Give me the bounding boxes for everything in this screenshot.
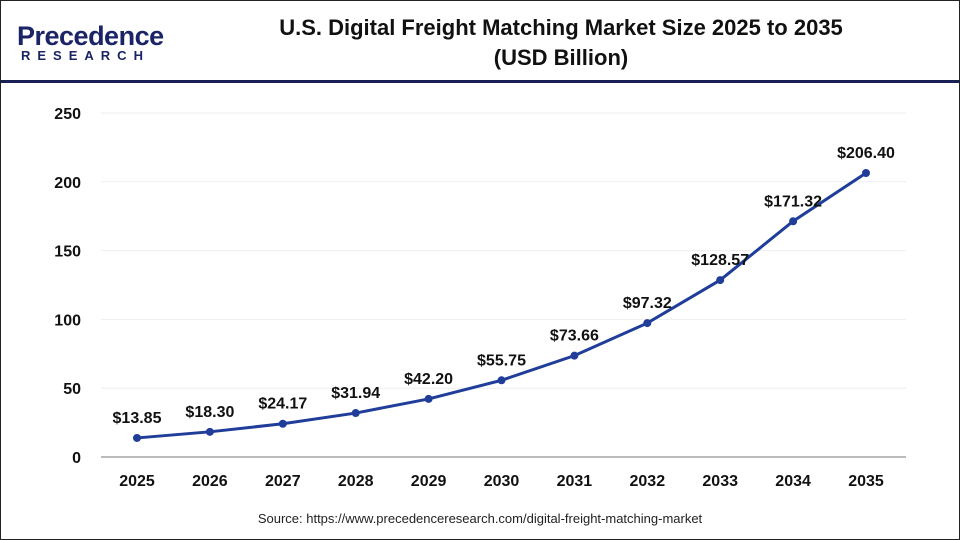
data-point xyxy=(205,427,214,436)
y-tick-label: 250 xyxy=(54,106,81,123)
data-label: $24.17 xyxy=(258,396,307,413)
data-label: $42.20 xyxy=(404,371,453,388)
data-point xyxy=(570,351,579,360)
header-divider xyxy=(1,80,959,83)
chart-title: U.S. Digital Freight Matching Market Siz… xyxy=(221,13,901,73)
data-point xyxy=(716,276,725,285)
x-tick-label: 2027 xyxy=(265,473,301,490)
data-point xyxy=(278,419,287,428)
data-label: $18.30 xyxy=(185,404,234,421)
y-tick-label: 150 xyxy=(54,244,81,261)
x-tick-label: 2025 xyxy=(119,473,155,490)
data-label: $73.66 xyxy=(550,328,599,345)
x-tick-label: 2035 xyxy=(848,473,884,490)
x-tick-label: 2031 xyxy=(557,473,593,490)
x-tick-label: 2033 xyxy=(702,473,738,490)
data-label: $128.57 xyxy=(691,252,749,269)
data-label: $97.32 xyxy=(623,295,672,312)
source-note: Source: https://www.precedenceresearch.c… xyxy=(257,511,703,526)
y-tick-label: 50 xyxy=(63,381,81,398)
data-point xyxy=(351,409,360,418)
y-tick-label: 200 xyxy=(54,175,81,192)
data-point xyxy=(643,319,652,328)
x-tick-label: 2034 xyxy=(775,473,811,490)
title-line-1: U.S. Digital Freight Matching Market Siz… xyxy=(279,15,843,40)
logo: Precedence RESEARCH xyxy=(17,21,167,65)
title-line-2: (USD Billion) xyxy=(493,45,629,70)
logo-text-top: Precedence xyxy=(17,21,164,51)
data-point xyxy=(424,394,433,403)
data-point xyxy=(789,217,798,226)
y-tick-label: 0 xyxy=(72,450,81,467)
x-tick-label: 2028 xyxy=(338,473,374,490)
data-point xyxy=(497,376,506,385)
data-label: $171.32 xyxy=(764,193,822,210)
x-tick-label: 2029 xyxy=(411,473,447,490)
data-label: $55.75 xyxy=(477,352,526,369)
data-label: $206.40 xyxy=(837,145,895,162)
y-tick-label: 100 xyxy=(54,312,81,329)
x-tick-label: 2032 xyxy=(630,473,666,490)
data-label: $13.85 xyxy=(113,410,162,427)
data-label: $31.94 xyxy=(331,385,380,402)
x-tick-label: 2030 xyxy=(484,473,520,490)
data-point xyxy=(133,433,141,442)
series-line xyxy=(136,171,867,440)
x-tick-label: 2026 xyxy=(192,473,228,490)
data-point xyxy=(862,168,870,177)
logo-text-bottom: RESEARCH xyxy=(21,48,150,63)
